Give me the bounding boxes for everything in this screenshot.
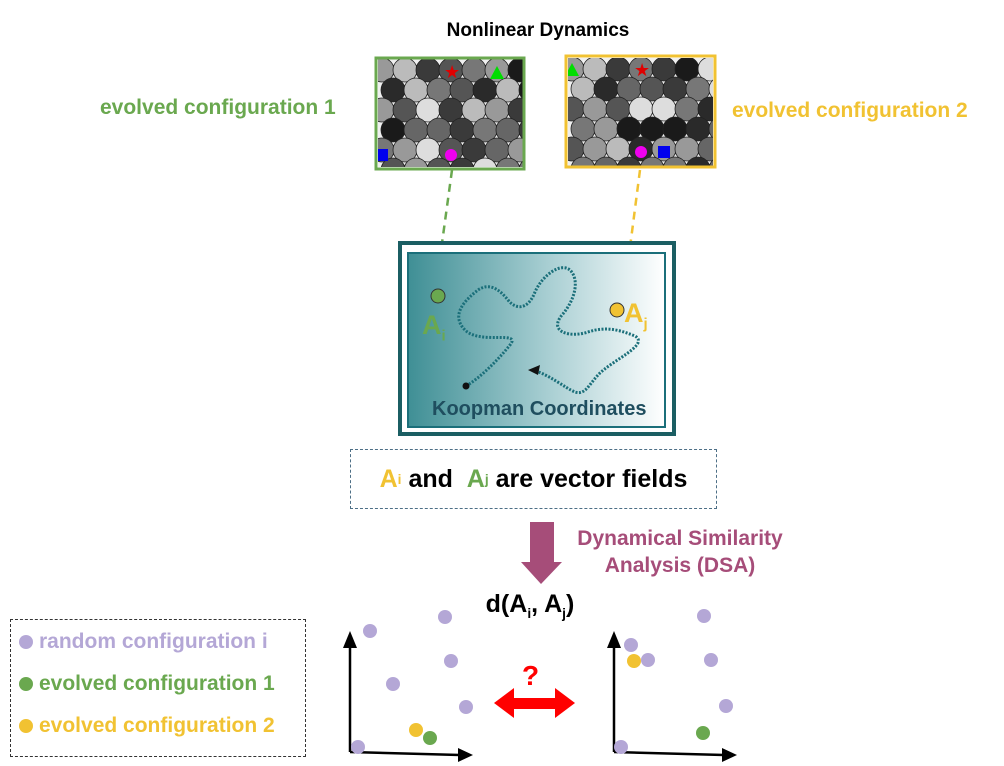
particle xyxy=(697,58,713,82)
tracer-triangle xyxy=(568,63,579,76)
comparison-double-arrow xyxy=(494,688,575,718)
particle xyxy=(708,79,713,99)
tracer-star: ★ xyxy=(444,62,460,83)
scatter-plot-right xyxy=(607,609,737,762)
particle xyxy=(639,156,665,166)
particle xyxy=(697,136,713,162)
scatter-point xyxy=(641,653,655,667)
dsa-down-arrow xyxy=(521,522,562,584)
particle xyxy=(495,157,521,167)
particle xyxy=(662,156,688,166)
particle xyxy=(518,160,523,167)
configuration-2-image: ★ xyxy=(564,54,717,169)
tracer-circle xyxy=(635,146,647,158)
particle xyxy=(518,80,523,100)
particle xyxy=(708,119,713,139)
diagram-title: Nonlinear Dynamics xyxy=(446,20,630,41)
koopman-box xyxy=(398,241,676,436)
tracer-square xyxy=(378,149,388,161)
scatter-point xyxy=(459,700,473,714)
tracer-star: ★ xyxy=(634,60,650,81)
particle xyxy=(426,157,452,167)
particle xyxy=(685,156,711,166)
legend-item-config2: evolved configuration 2 xyxy=(19,714,275,738)
particle xyxy=(472,157,498,167)
point-aj xyxy=(609,302,625,318)
scatter-point xyxy=(363,624,377,638)
scatter-point xyxy=(438,610,452,624)
scatter-point xyxy=(444,654,458,668)
distance-label: d(Ai, Aj) xyxy=(485,590,575,621)
legend-dot-random xyxy=(19,635,33,649)
scatter-point xyxy=(697,609,711,623)
scatter-point xyxy=(386,677,400,691)
trajectory-arrowhead xyxy=(528,365,540,375)
trajectory-start-dot xyxy=(462,382,470,390)
particle xyxy=(403,157,429,167)
particle xyxy=(507,137,523,163)
scatter-point xyxy=(409,723,423,737)
particle xyxy=(449,157,475,167)
scatter-point xyxy=(624,638,638,652)
legend-item-random: random configuration i xyxy=(19,630,268,654)
particle xyxy=(697,96,713,122)
particle xyxy=(708,159,713,166)
label-aj: Aj xyxy=(624,298,648,333)
koopman-label: Koopman Coordinates xyxy=(432,398,647,420)
scatter-point xyxy=(423,731,437,745)
legend-dot-config2 xyxy=(19,719,33,733)
scatter-point xyxy=(614,740,628,754)
scatter-point xyxy=(627,654,641,668)
scatter-point xyxy=(696,726,710,740)
legend-dot-config1 xyxy=(19,677,33,691)
particle xyxy=(616,156,642,166)
particle xyxy=(518,120,523,140)
config2-label: evolved configuration 2 xyxy=(732,99,968,122)
legend-item-config1: evolved configuration 1 xyxy=(19,672,275,696)
scatter-point xyxy=(704,653,718,667)
configuration-1-image: ★ xyxy=(374,56,526,171)
particle xyxy=(593,156,619,166)
particle xyxy=(507,97,523,123)
particle xyxy=(570,156,596,166)
legend-box: random configuration i evolved configura… xyxy=(10,619,306,757)
question-mark: ? xyxy=(522,660,540,691)
tracer-square xyxy=(658,146,670,158)
tracer-circle xyxy=(445,149,457,161)
particle xyxy=(507,59,523,83)
dsa-label: Dynamical Similarity Analysis (DSA) xyxy=(577,527,783,577)
label-ai: Ai xyxy=(422,310,446,345)
point-ai xyxy=(430,288,446,304)
scatter-plot-left xyxy=(343,610,473,762)
scatter-point xyxy=(351,740,365,754)
tracer-triangle xyxy=(490,66,504,79)
config1-label: evolved configuration 1 xyxy=(100,96,336,119)
scatter-point xyxy=(719,699,733,713)
